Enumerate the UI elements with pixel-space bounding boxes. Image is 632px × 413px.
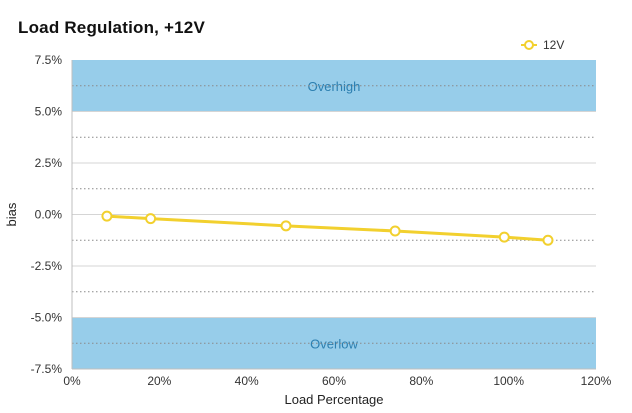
y-axis-title: bias: [4, 202, 19, 226]
line-layer: [105, 214, 550, 242]
x-tick-label: 0%: [63, 374, 81, 388]
legend-series-marker: [524, 40, 534, 50]
x-axis-title: Load Percentage: [284, 392, 383, 407]
legend: 12V: [521, 38, 564, 52]
y-tick-label: 0.0%: [35, 208, 63, 222]
overhigh-band-label: Overhigh: [308, 79, 361, 94]
y-tick-label: 2.5%: [35, 156, 63, 170]
y-tick-label: -2.5%: [31, 259, 63, 273]
x-tick-label: 20%: [147, 374, 171, 388]
x-tick-label: 60%: [322, 374, 346, 388]
data-point: [542, 234, 554, 246]
data-point: [101, 210, 113, 222]
legend-series-label: 12V: [543, 38, 564, 52]
y-tick-label: -7.5%: [31, 362, 63, 376]
y-tick-label: 5.0%: [35, 105, 63, 119]
y-tick-label: 7.5%: [35, 53, 63, 67]
data-point: [280, 220, 292, 232]
x-tick-label: 40%: [235, 374, 259, 388]
x-tick-label: 120%: [581, 374, 612, 388]
x-tick-label: 100%: [493, 374, 524, 388]
series-line: [105, 214, 550, 242]
data-point: [389, 225, 401, 237]
y-tick-label: -5.0%: [31, 311, 63, 325]
data-point: [498, 231, 510, 243]
points-layer: [101, 210, 554, 246]
axis-layer: 7.5% 5.0% 2.5% 0.0% -2.5% -5.0% -7.5%0% 20% 40% 6…: [31, 53, 612, 388]
overlow-band-label: Overlow: [310, 336, 358, 351]
chart-title: Load Regulation, +12V: [18, 18, 205, 37]
x-tick-label: 80%: [409, 374, 433, 388]
grid-layer: [72, 85, 596, 344]
data-point: [145, 213, 157, 225]
